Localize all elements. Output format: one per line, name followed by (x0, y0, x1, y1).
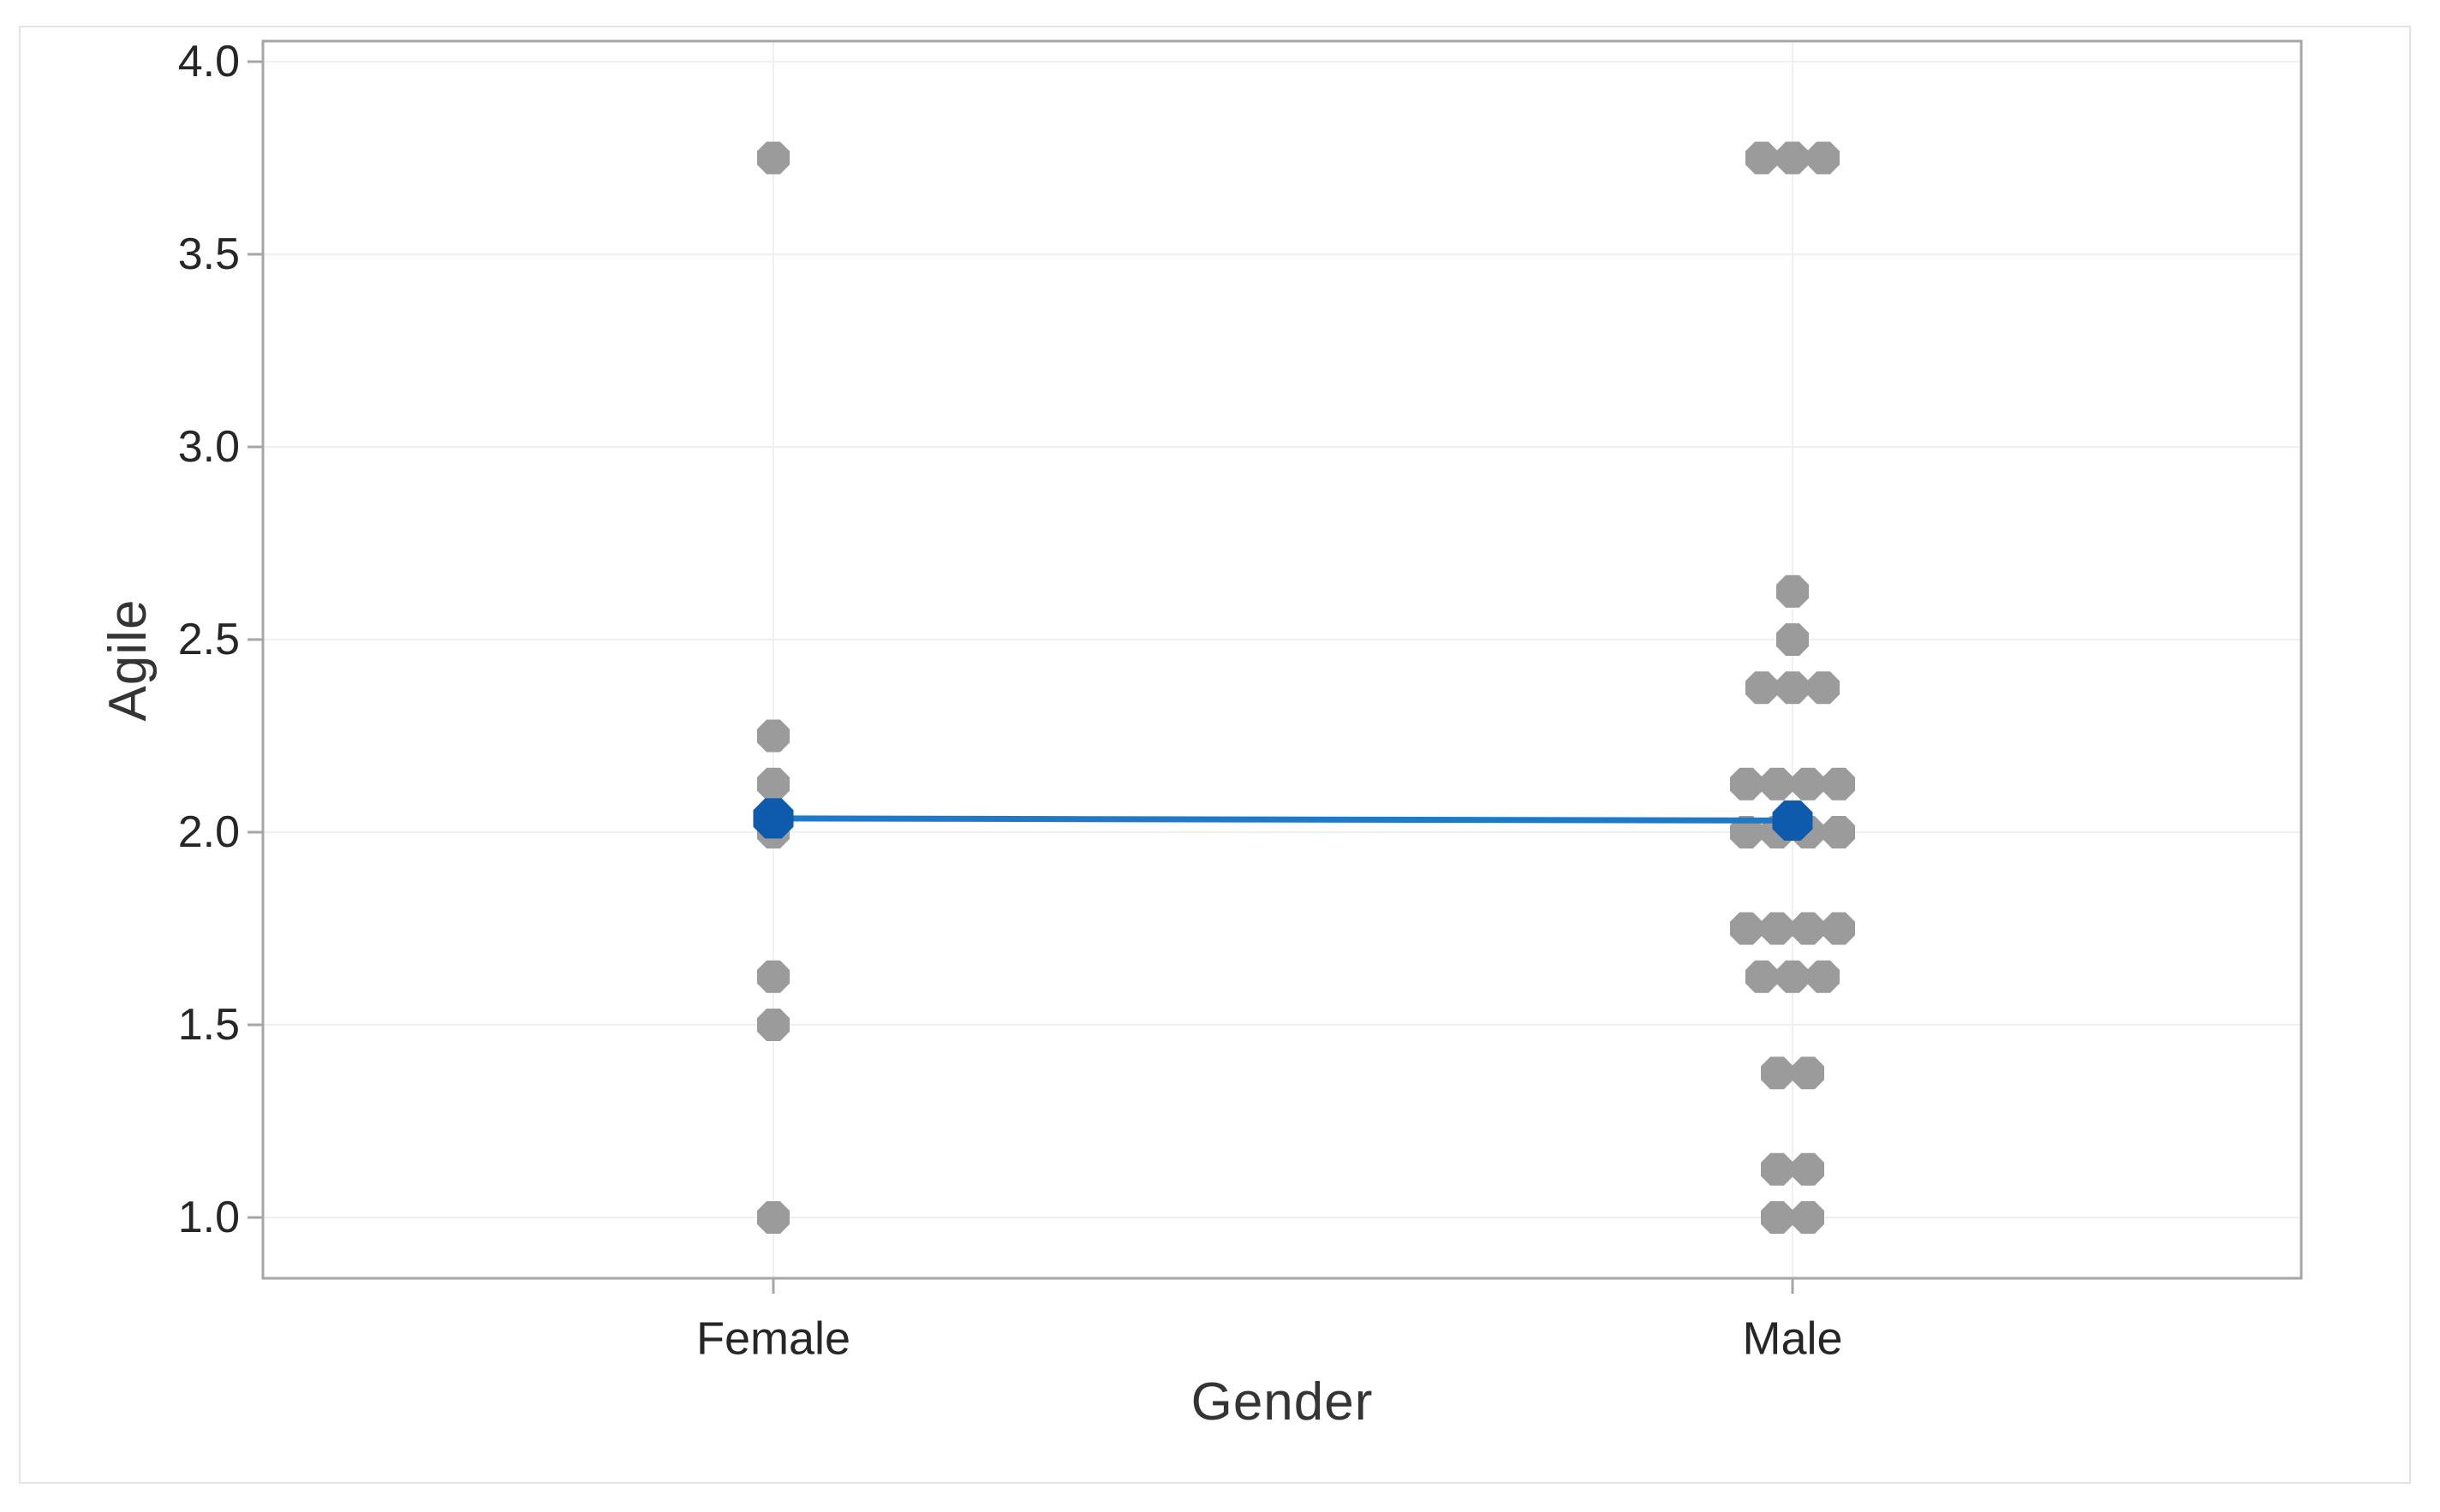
y-tick-label: 3.5 (178, 229, 240, 279)
data-point (1792, 912, 1824, 945)
data-point (1823, 767, 1855, 801)
y-tick-label: 4.0 (178, 37, 240, 86)
plot-frame (261, 39, 2303, 1280)
data-point (1745, 141, 1778, 175)
data-point (757, 1201, 790, 1234)
data-point (1761, 767, 1793, 801)
x-tick-label: Male (1742, 1313, 1842, 1364)
data-point (757, 767, 790, 801)
data-point (1807, 141, 1840, 175)
data-point (1776, 671, 1809, 705)
data-point (1807, 960, 1840, 993)
mean-point (1772, 800, 1813, 841)
data-point (1730, 816, 1763, 848)
data-point (1776, 960, 1809, 993)
data-point (1792, 767, 1824, 801)
data-point (1745, 671, 1778, 705)
x-axis-title: Gender (1190, 1372, 1374, 1432)
x-tick-label: Female (696, 1313, 850, 1364)
data-point (757, 719, 790, 753)
mean-point (753, 798, 794, 839)
data-point (1792, 1201, 1824, 1234)
data-point (1745, 960, 1778, 993)
data-point (1761, 1201, 1793, 1234)
y-tick-label: 2.5 (178, 615, 240, 664)
y-tick-label: 1.0 (178, 1193, 240, 1242)
plot-canvas (19, 26, 2411, 1484)
y-tick-label: 3.0 (178, 422, 240, 472)
mean-connector-line (773, 815, 1793, 824)
data-point (1761, 912, 1793, 945)
data-point (1761, 1152, 1793, 1186)
data-point (1761, 1057, 1793, 1090)
data-point (1823, 816, 1855, 848)
data-point (757, 141, 790, 175)
y-tick-label: 1.5 (178, 1000, 240, 1050)
data-point (1776, 574, 1809, 608)
y-axis-title: Agile (98, 598, 158, 722)
data-point (1776, 623, 1809, 656)
data-point (1792, 1152, 1824, 1186)
data-point (1807, 671, 1840, 705)
data-point (1776, 141, 1809, 175)
data-point (1730, 767, 1763, 801)
data-point (757, 1009, 790, 1041)
data-point (1730, 912, 1763, 945)
y-tick-label: 2.0 (178, 807, 240, 857)
data-point (757, 960, 790, 993)
data-point (1792, 1057, 1824, 1090)
data-point (1823, 912, 1855, 945)
